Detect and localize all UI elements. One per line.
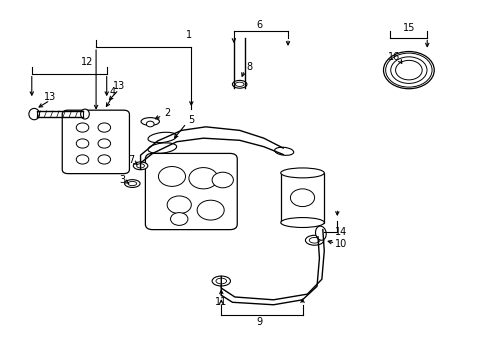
Text: 12: 12 — [81, 57, 93, 67]
FancyBboxPatch shape — [145, 153, 237, 230]
Ellipse shape — [81, 109, 89, 119]
Ellipse shape — [235, 82, 244, 86]
Ellipse shape — [148, 143, 176, 153]
Circle shape — [212, 172, 233, 188]
Text: 6: 6 — [255, 20, 262, 30]
Circle shape — [197, 200, 224, 220]
Ellipse shape — [133, 162, 147, 170]
Text: 5: 5 — [188, 115, 194, 125]
Ellipse shape — [274, 147, 293, 155]
Ellipse shape — [385, 53, 431, 87]
Text: 11: 11 — [215, 297, 227, 307]
Text: 9: 9 — [255, 317, 262, 327]
Circle shape — [98, 123, 110, 132]
FancyBboxPatch shape — [62, 110, 129, 174]
Text: 16: 16 — [387, 51, 400, 62]
Text: 7: 7 — [127, 155, 134, 165]
Ellipse shape — [308, 238, 319, 243]
Ellipse shape — [137, 164, 144, 168]
Ellipse shape — [395, 60, 421, 80]
Text: 14: 14 — [334, 228, 346, 238]
Ellipse shape — [383, 51, 433, 89]
Circle shape — [76, 139, 89, 148]
Ellipse shape — [290, 189, 314, 207]
Ellipse shape — [128, 181, 137, 186]
Ellipse shape — [216, 278, 226, 284]
Ellipse shape — [29, 108, 40, 120]
Text: 4: 4 — [110, 87, 116, 97]
Ellipse shape — [124, 180, 140, 188]
Circle shape — [76, 155, 89, 164]
Circle shape — [146, 121, 154, 127]
Circle shape — [167, 196, 191, 214]
Ellipse shape — [280, 217, 324, 228]
Ellipse shape — [280, 168, 324, 178]
Ellipse shape — [315, 226, 325, 240]
Circle shape — [158, 167, 185, 186]
Ellipse shape — [305, 235, 323, 245]
Circle shape — [76, 123, 89, 132]
Text: 13: 13 — [44, 92, 56, 102]
Text: 13: 13 — [112, 81, 124, 91]
Bar — [280, 173, 324, 222]
Ellipse shape — [212, 276, 230, 286]
Ellipse shape — [232, 80, 246, 88]
Circle shape — [188, 168, 218, 189]
Circle shape — [98, 139, 110, 148]
Text: 2: 2 — [163, 108, 170, 118]
Text: 1: 1 — [185, 30, 192, 40]
Text: 10: 10 — [334, 239, 346, 249]
Ellipse shape — [148, 132, 176, 143]
Circle shape — [98, 155, 110, 164]
Ellipse shape — [141, 118, 159, 125]
Text: 3: 3 — [120, 175, 125, 185]
Text: 8: 8 — [246, 62, 252, 72]
Circle shape — [170, 213, 187, 225]
Text: 15: 15 — [402, 23, 414, 33]
Ellipse shape — [389, 56, 427, 84]
Ellipse shape — [393, 59, 423, 81]
Ellipse shape — [390, 57, 426, 84]
